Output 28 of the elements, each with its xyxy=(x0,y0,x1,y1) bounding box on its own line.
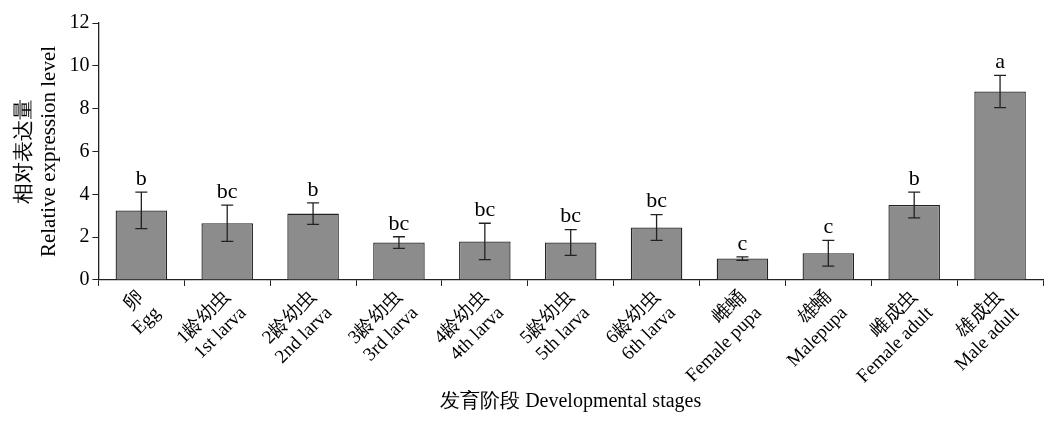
x-tick-label: 5龄幼虫 5th larva xyxy=(515,285,594,364)
data-label: bc xyxy=(560,202,582,228)
data-label: b xyxy=(908,164,920,190)
y-tick-label: 12 xyxy=(69,10,90,33)
y-axis-title: 相对表达量 Relative expression level xyxy=(11,45,61,258)
y-tick-label: 8 xyxy=(79,95,90,118)
data-label: b xyxy=(135,164,147,190)
x-tick-label: 2龄幼虫 2nd larva xyxy=(257,285,336,367)
y-tick-label: 6 xyxy=(79,138,90,161)
x-tick-label: 1龄幼虫 1st larva xyxy=(171,285,251,363)
data-label: b xyxy=(307,175,319,201)
data-label: bc xyxy=(474,196,496,222)
data-label: c xyxy=(737,229,748,255)
x-tick-label: 3龄幼虫 3rd larva xyxy=(343,285,422,365)
data-label: bc xyxy=(646,187,668,213)
y-tick-label: 10 xyxy=(69,53,90,76)
x-tick-label: 卵 Egg xyxy=(119,285,165,339)
data-label: a xyxy=(995,48,1006,74)
data-label: bc xyxy=(216,177,238,203)
y-tick-label: 2 xyxy=(79,224,90,247)
data-label: bc xyxy=(388,209,410,235)
x-tick-label: 4龄幼虫 4th larva xyxy=(429,285,508,364)
x-tick-label: 6龄幼虫 6th larva xyxy=(601,285,680,364)
x-tick-label: 雄成虫 Male adult xyxy=(949,285,1024,375)
x-axis-title: 发育阶段 Developmental stages xyxy=(440,389,702,413)
y-tick-label: 0 xyxy=(79,267,90,290)
data-label: c xyxy=(823,213,834,239)
y-tick-label: 4 xyxy=(79,181,90,204)
